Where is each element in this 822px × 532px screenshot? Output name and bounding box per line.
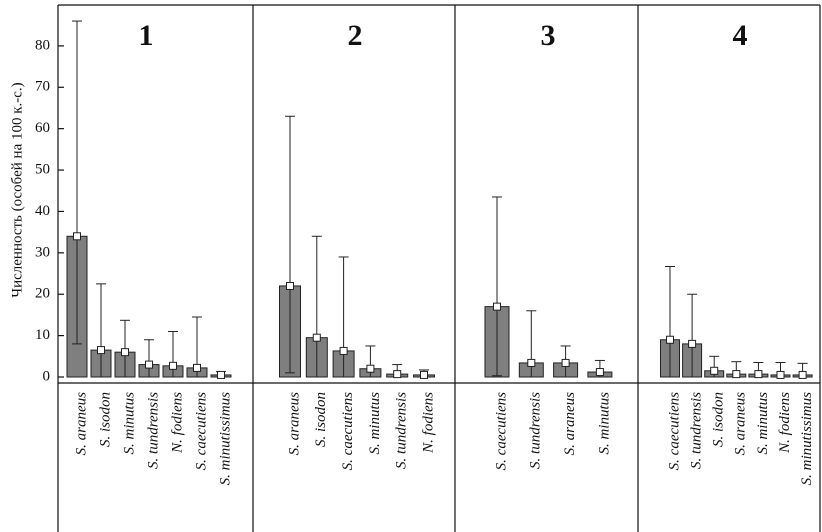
mean-marker <box>145 360 153 369</box>
y-axis-label: Численность (особей на 100 к.-с.) <box>9 82 25 297</box>
x-tick-label: S. isodon <box>97 392 113 447</box>
y-tick-label: 20 <box>35 286 50 302</box>
x-tick-label: S. minutus <box>596 392 612 455</box>
panel-title: 3 <box>541 19 556 52</box>
mean-marker <box>73 232 81 241</box>
panel-title: 4 <box>733 19 748 52</box>
x-tick-label: S. araneus <box>286 392 302 455</box>
mean-marker <box>754 370 763 379</box>
x-tick-label: S. araneus <box>73 392 89 455</box>
mean-marker <box>339 346 348 355</box>
x-tick-label: S. caecutiens <box>666 392 682 470</box>
x-tick-label: S. araneus <box>562 392 578 455</box>
mean-marker <box>666 335 674 344</box>
x-tick-label: S. minutissimus <box>799 392 815 486</box>
x-tick-label: S. tundrensis <box>528 392 544 469</box>
x-tick-label: S. tundrensis <box>689 392 705 469</box>
y-tick-label: 50 <box>35 161 50 177</box>
mean-marker <box>776 370 785 379</box>
x-tick-label: S. minutus <box>121 392 137 455</box>
mean-marker <box>732 370 741 379</box>
mean-marker <box>193 363 201 372</box>
x-tick-label: S. araneus <box>733 392 749 455</box>
x-tick-label: S. caecutiens <box>340 392 356 470</box>
mean-marker <box>393 370 402 379</box>
y-tick-label: 60 <box>35 120 50 136</box>
y-tick-label: 30 <box>35 244 50 260</box>
mean-marker <box>493 302 501 311</box>
x-tick-label: N. fodiens <box>777 392 793 454</box>
x-tick-label: S. minutus <box>755 392 771 455</box>
x-tick-label: S. tundrensis <box>145 392 161 469</box>
x-tick-label: S. isodon <box>313 392 329 447</box>
x-tick-label: S. caecutiens <box>493 392 509 470</box>
mean-marker <box>688 339 697 348</box>
mean-marker <box>561 358 570 367</box>
mean-marker <box>97 346 105 355</box>
y-tick-label: 0 <box>43 368 51 384</box>
mean-marker <box>217 370 225 379</box>
mean-marker <box>595 368 604 377</box>
panel-title: 2 <box>348 19 363 52</box>
x-tick-label: S. tundrensis <box>394 392 410 469</box>
frame <box>57 4 821 532</box>
mean-marker <box>798 370 807 379</box>
y-tick-label: 70 <box>35 79 50 95</box>
x-tick-label: S. isodon <box>711 392 727 447</box>
mean-marker <box>710 366 719 375</box>
mean-marker <box>420 370 428 379</box>
x-tick-label: S. minutissimus <box>217 392 233 486</box>
mean-marker <box>312 333 321 342</box>
x-tick-label: N. fodiens <box>169 392 185 454</box>
mean-marker <box>527 358 536 367</box>
x-tick-label: N. fodiens <box>420 392 436 454</box>
mean-marker <box>286 281 294 290</box>
panel-title: 1 <box>139 19 154 52</box>
x-tick-label: S. caecutiens <box>193 392 209 470</box>
mean-marker <box>366 364 375 373</box>
x-tick-label: S. minutus <box>367 392 383 455</box>
mean-marker <box>121 348 129 357</box>
mean-marker <box>169 361 177 370</box>
y-tick-label: 40 <box>35 203 50 219</box>
y-tick-label: 80 <box>35 37 50 53</box>
y-tick-label: 10 <box>35 327 50 343</box>
